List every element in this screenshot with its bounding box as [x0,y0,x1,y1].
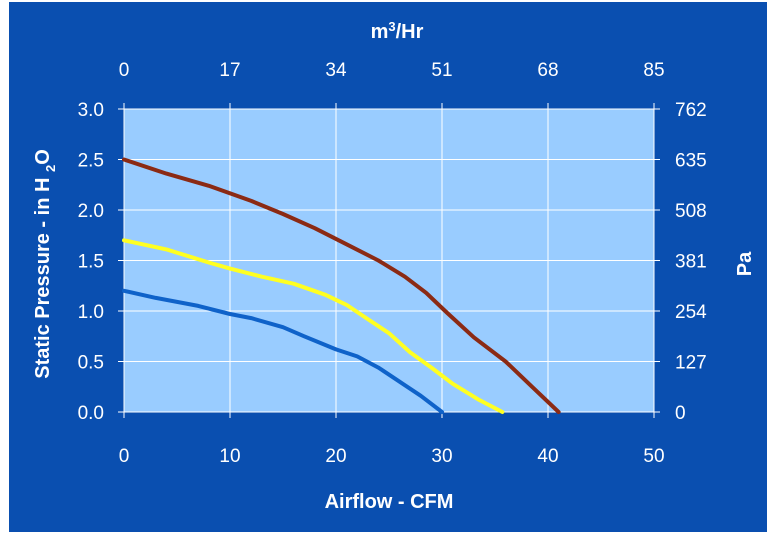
y-tick-label: 0.0 [78,403,104,424]
y2-tick-label: 381 [675,252,707,273]
x-tick-label: 50 [643,446,664,467]
x-tick-label: 10 [219,446,240,467]
x-tick-label: 30 [431,446,452,467]
y2-tick-label: 635 [675,151,707,172]
series-line-3 [122,288,444,414]
y-tick-label: 3.0 [78,100,104,121]
x-tick-label: 20 [325,446,346,467]
fan-curve-chart: 0 10 20 30 40 50 0 17 34 51 68 85 0.0 0.5 1.0 1.5 2.0 2.5… [32,19,756,513]
right-axis-title: Pa [734,251,756,276]
y2-tick-label: 254 [675,302,707,323]
series-line-1 [122,157,561,414]
y-tick-label: 2.0 [78,201,104,222]
y-tick-label: 2.5 [78,151,104,172]
y2-tick-label: 762 [675,100,707,121]
x2-tick-label: 0 [119,60,130,81]
x-tick-label: 0 [119,446,130,467]
x-axis-title: Airflow - CFM [325,491,454,513]
top-axis-title: m3/Hr [371,19,424,43]
y2-tick-label: 508 [675,201,707,222]
chart-frame: 0 10 20 30 40 50 0 17 34 51 68 85 0.0 0.5 1.0 1.5 2.0 2.5… [8,1,768,533]
y-tick-label: 0.5 [78,353,104,374]
y-tick-label: 1.0 [78,302,104,323]
series-line-2 [122,238,505,414]
x2-tick-label: 51 [431,60,452,81]
x2-tick-label: 34 [325,60,347,81]
y2-tick-label: 127 [675,353,707,374]
x-tick-label: 40 [537,446,558,467]
y2-tick-label: 0 [675,403,686,424]
y-axis-title: Static Pressure - in H 2O [32,149,58,379]
x2-tick-label: 68 [537,60,558,81]
y-tick-label: 1.5 [78,252,104,273]
x2-tick-label: 17 [219,60,240,81]
x2-tick-label: 85 [643,60,664,81]
